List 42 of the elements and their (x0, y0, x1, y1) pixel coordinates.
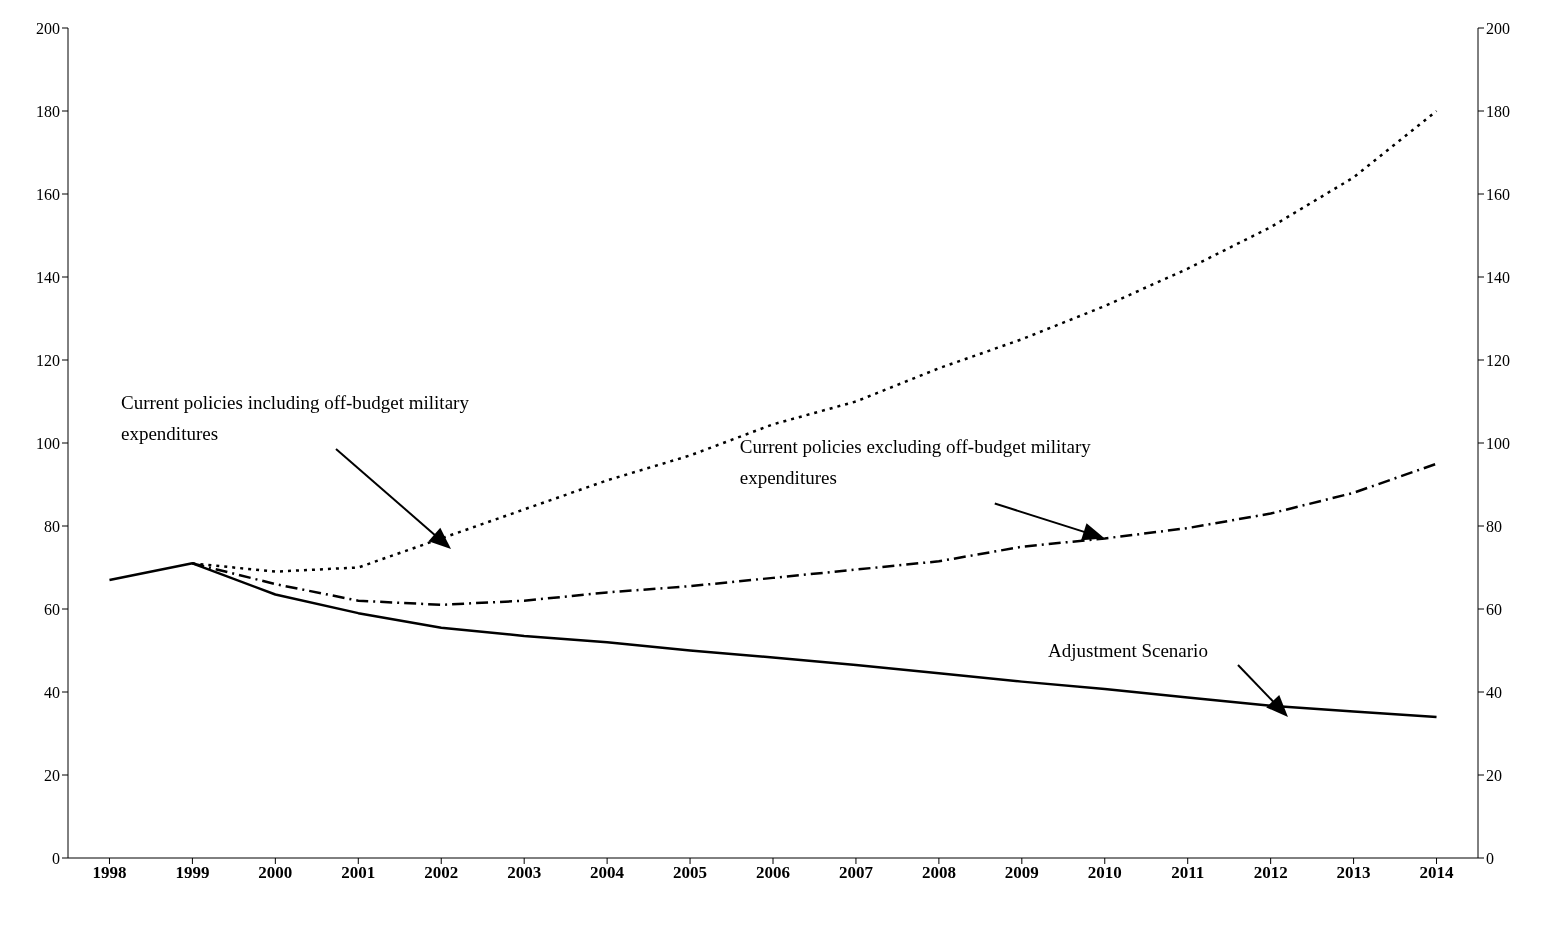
x-tick-label: 2013 (1336, 863, 1371, 883)
x-tick-label: 2000 (258, 863, 293, 883)
y2-tick-label: 40 (1486, 683, 1502, 701)
y-tick-label: 140 (36, 268, 60, 286)
x-tick-label: 2002 (424, 863, 459, 883)
y-tick-label: 20 (44, 766, 60, 784)
x-tick-label: 2004 (590, 863, 625, 883)
y2-tick-label: 20 (1486, 766, 1502, 784)
y2-tick-label: 140 (1486, 268, 1510, 286)
x-tick-label: 1998 (92, 863, 127, 883)
y-tick-label: 100 (36, 434, 60, 452)
x-tick-label: 2001 (341, 863, 376, 883)
x-tick-label: 2012 (1253, 863, 1288, 883)
y-tick-label: 120 (36, 351, 60, 369)
y-tick-label: 80 (44, 517, 60, 535)
x-tick-label: 2006 (756, 863, 790, 883)
y2-tick-label: 200 (1486, 19, 1510, 37)
y2-tick-label: 160 (1486, 185, 1510, 203)
y-tick-label: 0 (52, 849, 60, 867)
y2-tick-label: 0 (1486, 849, 1494, 867)
y2-tick-label: 80 (1486, 517, 1502, 535)
x-tick-label: 2003 (507, 863, 542, 883)
x-tick-label: 2010 (1087, 863, 1122, 883)
x-tick-label: 2009 (1004, 863, 1039, 883)
x-tick-label: 2011 (1171, 863, 1205, 883)
annotation: Current policies including off-budget military expenditures (121, 392, 470, 444)
y2-tick-label: 180 (1486, 102, 1510, 120)
annotation: Adjustment Scenario (1048, 640, 1208, 661)
y2-tick-label: 120 (1486, 351, 1510, 369)
y-tick-label: 40 (44, 683, 60, 701)
x-tick-label: 2005 (673, 863, 708, 883)
x-tick-label: 1999 (175, 863, 210, 883)
y2-tick-label: 60 (1486, 600, 1502, 618)
x-tick-label: 2014 (1419, 863, 1455, 883)
x-tick-label: 2008 (921, 863, 956, 883)
y-tick-label: 60 (44, 600, 60, 618)
y2-tick-label: 100 (1486, 434, 1510, 452)
y-tick-label: 200 (36, 19, 60, 37)
y-tick-label: 180 (36, 102, 60, 120)
annotation: Current policies excluding off-budget military expenditures (739, 436, 1092, 489)
y-tick-label: 160 (36, 185, 60, 203)
x-tick-label: 2007 (838, 863, 874, 883)
